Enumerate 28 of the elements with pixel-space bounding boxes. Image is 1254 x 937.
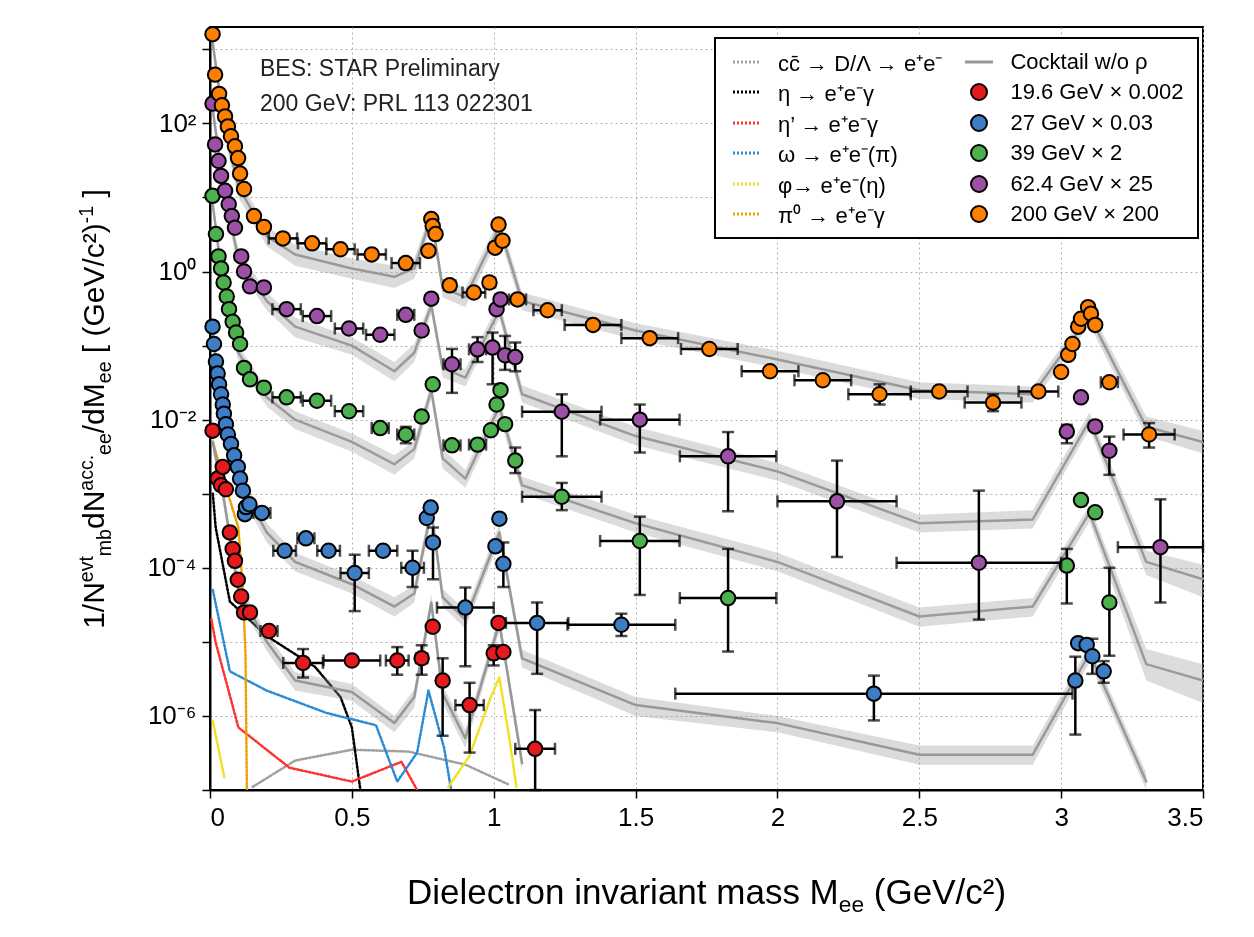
y-tick-label: 10⁻⁶: [147, 700, 197, 731]
annotation: 200 GeV: PRL 113 022301: [260, 90, 533, 116]
legend-label: ω → e⁺e⁻(π): [778, 141, 898, 169]
x-tick-label: 3.5: [1167, 801, 1204, 832]
legend-label: cc̄ → D/Λ → e⁺e⁻: [778, 49, 943, 77]
x-tick-label: 0: [210, 801, 225, 832]
legend-label: 27 GeV × 0.03: [1010, 109, 1153, 136]
legend-label: π⁰ → e⁺e⁻γ: [778, 202, 885, 230]
legend-label: Cocktail w/o ρ: [1010, 48, 1148, 75]
x-tick-label: 1.5: [617, 801, 655, 832]
legend-label: η → e⁺e⁻γ: [778, 80, 874, 108]
legend-label: 39 GeV × 2: [1010, 140, 1123, 167]
x-tick-label: 0.5: [334, 801, 371, 832]
legend-label: φ→ e⁺e⁻(η): [778, 171, 886, 199]
x-axis-title: Dielectron invariant mass M$_{ee}$ (GeV/c²): [406, 872, 1007, 918]
y-tick-label: 10²: [158, 107, 197, 138]
legend-label: 200 GeV × 200: [1010, 201, 1160, 228]
y-tick-label: 10⁻⁴: [147, 552, 197, 583]
x-tick-label: 2: [770, 801, 786, 832]
y-tick-label: 10⁻²: [149, 404, 197, 435]
x-tick-label: 1: [486, 801, 502, 832]
annotation: BES: STAR Preliminary: [260, 55, 501, 81]
legend-label: η’ → e⁺e⁻γ: [778, 110, 879, 138]
x-tick-label: 3: [1054, 801, 1069, 832]
legend-label: 19.6 GeV × 0.002: [1010, 79, 1184, 106]
legend-label: 62.4 GeV × 25: [1010, 170, 1153, 197]
x-tick-label: 2.5: [901, 801, 938, 832]
y-tick-label: 10⁰: [158, 256, 197, 287]
